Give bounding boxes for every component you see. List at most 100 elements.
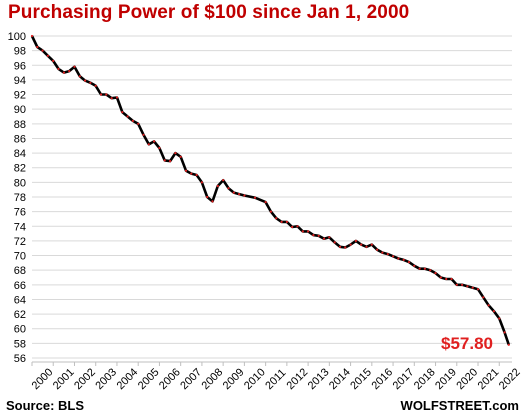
data-point xyxy=(174,152,177,155)
y-tick-label: 100 xyxy=(8,31,26,43)
data-point xyxy=(41,49,44,52)
data-point xyxy=(296,225,299,228)
data-point xyxy=(46,54,50,57)
data-point xyxy=(126,115,129,118)
data-point xyxy=(386,253,389,256)
data-point xyxy=(354,239,357,242)
data-point xyxy=(137,122,140,125)
y-tick-label: 70 xyxy=(14,251,26,263)
data-point xyxy=(455,283,458,286)
x-tick-label: 2005 xyxy=(136,366,162,392)
data-point xyxy=(179,155,182,158)
x-tick-label: 2008 xyxy=(200,366,226,392)
data-point xyxy=(507,343,510,346)
data-point xyxy=(423,267,426,270)
data-point xyxy=(397,257,400,260)
data-point xyxy=(275,217,278,220)
data-point xyxy=(121,111,124,114)
y-tick-label: 56 xyxy=(14,353,26,365)
data-point xyxy=(68,70,71,73)
y-axis-ticks: 56 58 60 62 64 66 68 70 72 74 76 78 80 82 84 86 88 90 92 94… xyxy=(8,31,26,365)
y-tick-label: 60 xyxy=(14,324,26,336)
y-tick-label: 62 xyxy=(14,309,26,321)
data-point xyxy=(450,277,453,281)
data-point xyxy=(392,255,395,258)
data-point xyxy=(307,230,310,233)
series-layer xyxy=(30,34,511,346)
data-point xyxy=(57,67,60,70)
data-point xyxy=(147,143,150,146)
data-point xyxy=(211,200,214,203)
x-tick-label: 2018 xyxy=(412,366,438,392)
data-point xyxy=(115,96,119,99)
data-point xyxy=(349,243,352,246)
data-point xyxy=(482,296,485,299)
data-point xyxy=(73,65,76,68)
data-point xyxy=(264,201,267,204)
data-point xyxy=(487,304,490,307)
data-point xyxy=(78,75,81,78)
data-point xyxy=(227,187,230,190)
data-point xyxy=(413,264,416,267)
data-point xyxy=(169,160,172,163)
x-tick-label: 2012 xyxy=(285,366,311,392)
data-point xyxy=(503,331,506,334)
data-point xyxy=(434,272,437,275)
y-tick-label: 80 xyxy=(14,177,26,189)
x-tick-label: 2000 xyxy=(30,366,56,392)
chart-title: Purchasing Power of $100 since Jan 1, 20… xyxy=(8,2,410,23)
x-tick-label: 2006 xyxy=(157,366,183,392)
data-point xyxy=(30,34,34,38)
data-point xyxy=(301,230,304,233)
data-point xyxy=(498,317,501,320)
data-point xyxy=(153,140,156,143)
y-tick-label: 64 xyxy=(14,294,26,306)
data-point xyxy=(381,251,384,254)
y-tick-label: 82 xyxy=(14,163,26,175)
end-value-label: $57.80 xyxy=(441,334,493,353)
y-tick-label: 90 xyxy=(14,104,26,116)
data-point xyxy=(476,288,480,291)
x-tick-label: 2011 xyxy=(263,367,288,392)
data-point xyxy=(333,241,336,244)
data-point xyxy=(105,93,108,96)
x-tick-label: 2019 xyxy=(433,366,459,392)
x-tick-label: 2004 xyxy=(115,366,141,392)
data-point xyxy=(216,184,219,188)
x-tick-label: 2020 xyxy=(454,366,480,392)
data-point xyxy=(184,169,188,172)
x-tick-label: 2013 xyxy=(306,366,332,392)
data-point xyxy=(110,97,113,100)
x-axis-ticks: 2000200120022003200420052006200720082009… xyxy=(30,361,523,392)
data-point xyxy=(243,194,246,197)
data-point xyxy=(84,79,87,82)
data-point xyxy=(195,173,198,177)
data-point xyxy=(418,267,421,270)
x-tick-label: 2022 xyxy=(497,366,523,392)
data-point xyxy=(471,286,474,289)
data-point xyxy=(402,258,405,261)
x-tick-label: 2009 xyxy=(221,366,247,392)
data-point xyxy=(190,172,193,175)
data-point xyxy=(158,146,161,150)
series-line-0 xyxy=(30,35,511,346)
source-note: Source: BLS xyxy=(6,398,85,413)
y-tick-label: 72 xyxy=(14,236,26,248)
data-point xyxy=(312,234,315,237)
data-point xyxy=(269,210,272,213)
data-point xyxy=(89,81,92,84)
data-point xyxy=(439,276,442,279)
data-point xyxy=(280,220,283,223)
data-point xyxy=(142,133,145,136)
data-point xyxy=(338,245,342,248)
y-tick-label: 76 xyxy=(14,207,26,219)
y-tick-label: 74 xyxy=(14,221,26,233)
data-point xyxy=(360,243,363,246)
data-point xyxy=(232,191,235,194)
data-point xyxy=(291,225,294,229)
brand-watermark: WOLFSTREET.com xyxy=(400,398,519,413)
data-point xyxy=(445,277,448,281)
x-tick-label: 2016 xyxy=(369,366,395,392)
x-tick-label: 2007 xyxy=(178,366,204,392)
